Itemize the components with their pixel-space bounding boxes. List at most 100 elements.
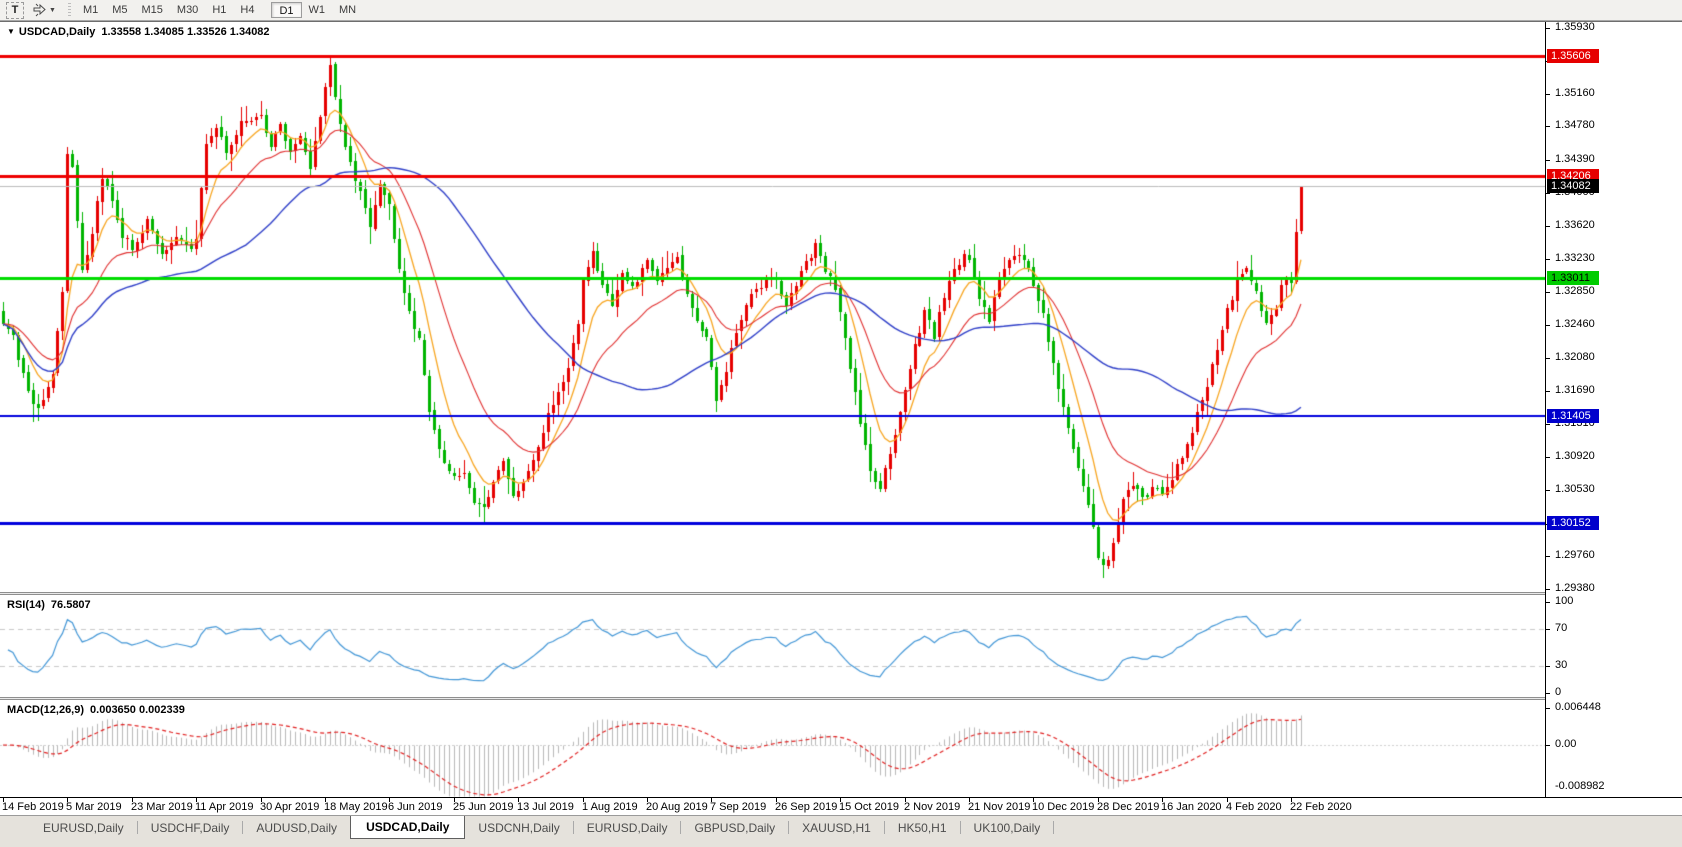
chart-tab-eurusd-5[interactable]: EURUSD,Daily <box>586 821 668 835</box>
price-tick-mark <box>1546 391 1550 392</box>
main-chart-canvas[interactable] <box>0 22 1545 592</box>
timeframe-button-m5[interactable]: M5 <box>112 4 128 16</box>
rsi-tick-mark <box>1546 693 1550 694</box>
tab-separator <box>242 821 244 834</box>
macd-label: MACD(12,26,9) <box>7 704 85 716</box>
macd-header: MACD(12,26,9) 0.003650 0.002339 <box>7 704 185 716</box>
time-axis[interactable]: 14 Feb 2019 5 Mar 2019 23 Mar 2019 11 Apr 2… <box>0 797 1682 815</box>
macd-tick-label: -0.008982 <box>1555 780 1605 792</box>
timeframe-button-d1[interactable]: D1 <box>271 2 302 18</box>
price-tick-label: 1.32460 <box>1555 318 1595 330</box>
main-price-pane: ▼ USDCAD,Daily 1.33558 1.34085 1.33526 1.3… <box>0 22 1545 592</box>
price-tick-label: 1.32080 <box>1555 351 1595 363</box>
date-label: 20 Aug 2019 <box>646 801 708 813</box>
chart-tab-gbpusd-6[interactable]: GBPUSD,Daily <box>694 821 776 835</box>
price-tick-mark <box>1546 226 1550 227</box>
price-tick-mark <box>1546 292 1550 293</box>
tab-separator <box>572 821 574 834</box>
dropdown-caret-icon[interactable]: ▼ <box>49 6 56 14</box>
price-tick-mark <box>1546 94 1550 95</box>
timeframe-button-mn[interactable]: MN <box>339 4 357 16</box>
rsi-tick-label: 70 <box>1555 622 1568 634</box>
tab-separator <box>680 821 682 834</box>
date-tick-mark <box>776 798 777 802</box>
tab-separator <box>1053 821 1055 834</box>
pane-separator[interactable] <box>0 592 1545 595</box>
macd-values: 0.003650 0.002339 <box>90 704 185 716</box>
price-axis[interactable]: 1.359301.355401.351601.347801.343901.340… <box>1545 21 1682 798</box>
tab-separator <box>883 821 885 834</box>
plot-area: ▼ USDCAD,Daily 1.33558 1.34085 1.33526 1.3… <box>0 22 1545 797</box>
date-label: 10 Dec 2019 <box>1032 801 1095 813</box>
price-tick-mark <box>1546 358 1550 359</box>
price-tick-mark <box>1546 193 1550 194</box>
macd-tick-mark <box>1546 708 1550 709</box>
date-tick-mark <box>325 798 326 802</box>
date-tick-mark <box>969 798 970 802</box>
price-tick-mark <box>1546 490 1550 491</box>
chart-tab-usdcnh-4[interactable]: USDCNH,Daily <box>478 821 560 835</box>
chart-symbol-label: USDCAD,Daily <box>18 26 96 38</box>
price-tick-label: 1.31690 <box>1555 384 1595 396</box>
chart-tab-uk100-9[interactable]: UK100,Daily <box>973 821 1041 835</box>
price-tick-label: 1.34780 <box>1555 119 1595 131</box>
date-tick-mark <box>389 798 390 802</box>
rsi-canvas[interactable] <box>0 595 1545 697</box>
date-tick-mark <box>583 798 584 802</box>
timeframe-buttons: M1 M5 M15 M30 H1 H4 D1 W1 MN <box>76 2 363 18</box>
toolbar-grip[interactable] <box>67 2 71 18</box>
price-tick-mark <box>1546 126 1550 127</box>
price-tick-label: 1.29380 <box>1555 582 1595 594</box>
rsi-tick-label: 0 <box>1555 686 1562 698</box>
chart-window: ▼ USDCAD,Daily 1.33558 1.34085 1.33526 1.3… <box>0 21 1682 798</box>
timeframe-button-w1[interactable]: W1 <box>308 4 326 16</box>
rsi-header: RSI(14) 76.5807 <box>7 599 91 611</box>
macd-pane: MACD(12,26,9) 0.003650 0.002339 <box>0 700 1545 797</box>
swap-arrows-icon[interactable]: ▼ <box>28 2 60 19</box>
price-tick-mark <box>1546 457 1550 458</box>
chart-tab-xauusd-7[interactable]: XAUUSD,H1 <box>802 821 871 835</box>
macd-canvas[interactable] <box>0 700 1545 797</box>
price-line-badge: 1.31405 <box>1547 409 1599 423</box>
pane-separator[interactable] <box>0 697 1545 700</box>
date-tick-mark <box>196 798 197 802</box>
date-label: 4 Feb 2020 <box>1226 801 1282 813</box>
macd-tick-label: 0.00 <box>1555 738 1577 750</box>
date-tick-mark <box>132 798 133 802</box>
date-tick-mark <box>1098 798 1099 802</box>
price-tick-mark <box>1546 589 1550 590</box>
date-tick-mark <box>1291 798 1292 802</box>
date-tick-mark <box>905 798 906 802</box>
price-tick-label: 1.35930 <box>1555 21 1595 33</box>
price-tick-label: 1.33230 <box>1555 252 1595 264</box>
chart-tab-hk50-8[interactable]: HK50,H1 <box>897 821 947 835</box>
chart-header: ▼ USDCAD,Daily 1.33558 1.34085 1.33526 1.3… <box>7 26 270 38</box>
timeframe-button-h4[interactable]: H4 <box>240 4 255 16</box>
timeframe-button-m30[interactable]: M30 <box>176 4 199 16</box>
price-tick-mark <box>1546 325 1550 326</box>
timeframe-button-m15[interactable]: M15 <box>141 4 163 16</box>
macd-tick-mark <box>1546 745 1550 746</box>
macd-tick-label: 0.006448 <box>1555 701 1601 713</box>
date-label: 6 Jun 2019 <box>388 801 443 813</box>
date-tick-mark <box>1227 798 1228 802</box>
date-label: 21 Nov 2019 <box>968 801 1031 813</box>
chart-tab-eurusd-0[interactable]: EURUSD,Daily <box>43 821 124 835</box>
date-tick-mark <box>1033 798 1034 802</box>
timeframe-button-m1[interactable]: M1 <box>82 4 99 16</box>
chart-tab-audusd-2[interactable]: AUDUSD,Daily <box>256 821 338 835</box>
text-label-tool-button[interactable]: T <box>6 1 24 19</box>
chart-tab-usdcad-3[interactable]: USDCAD,Daily <box>350 816 466 839</box>
date-label: 11 Apr 2019 <box>195 801 254 813</box>
symbol-list-toggle-icon[interactable]: ▼ <box>7 27 15 36</box>
tab-separator <box>788 821 790 834</box>
timeframe-button-h1[interactable]: H1 <box>212 4 227 16</box>
date-label: 23 Mar 2019 <box>131 801 193 813</box>
date-tick-mark <box>840 798 841 802</box>
price-tick-mark <box>1546 160 1550 161</box>
date-tick-mark <box>3 798 4 802</box>
chart-tab-usdchf-1[interactable]: USDCHF,Daily <box>150 821 230 835</box>
tab-separator <box>136 821 138 834</box>
rsi-value: 76.5807 <box>50 599 91 611</box>
